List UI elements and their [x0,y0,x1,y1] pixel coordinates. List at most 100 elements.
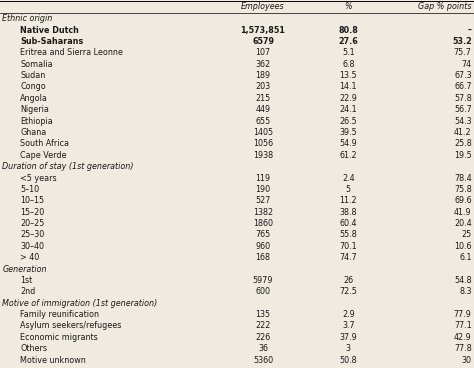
Text: Employees: Employees [241,2,285,11]
Text: 19.5: 19.5 [454,151,472,160]
Text: > 40: > 40 [20,253,40,262]
Text: 203: 203 [255,82,271,92]
Text: Cape Verde: Cape Verde [20,151,67,160]
Text: 24.1: 24.1 [339,105,357,114]
Text: 1938: 1938 [253,151,273,160]
Text: 77.9: 77.9 [454,310,472,319]
Text: 54.3: 54.3 [454,117,472,125]
Text: 13.5: 13.5 [339,71,357,80]
Text: 67.3: 67.3 [454,71,472,80]
Text: 449: 449 [255,105,271,114]
Text: 60.4: 60.4 [340,219,357,228]
Text: 22.9: 22.9 [339,94,357,103]
Text: 74: 74 [462,60,472,69]
Text: South Africa: South Africa [20,139,69,148]
Text: 215: 215 [255,94,271,103]
Text: 1860: 1860 [253,219,273,228]
Text: 1st: 1st [20,276,33,285]
Text: 2.9: 2.9 [342,310,355,319]
Text: 80.8: 80.8 [338,26,358,35]
Text: 5: 5 [346,185,351,194]
Text: 1056: 1056 [253,139,273,148]
Text: 119: 119 [255,174,271,183]
Text: 107: 107 [255,48,271,57]
Text: Ethnic origin: Ethnic origin [2,14,53,23]
Text: 69.6: 69.6 [454,196,472,205]
Text: 362: 362 [255,60,271,69]
Text: Asylum seekers/refugees: Asylum seekers/refugees [20,322,122,330]
Text: 41.2: 41.2 [454,128,472,137]
Text: 55.8: 55.8 [339,230,357,240]
Text: Angola: Angola [20,94,48,103]
Text: 2nd: 2nd [20,287,36,296]
Text: 5360: 5360 [253,355,273,365]
Text: 11.2: 11.2 [339,196,357,205]
Text: 600: 600 [255,287,271,296]
Text: 20–25: 20–25 [20,219,45,228]
Text: 3.7: 3.7 [342,322,355,330]
Text: Nigeria: Nigeria [20,105,49,114]
Text: 14.1: 14.1 [340,82,357,92]
Text: 15–20: 15–20 [20,208,45,217]
Text: Duration of stay (1st generation): Duration of stay (1st generation) [2,162,134,171]
Text: Ethiopia: Ethiopia [20,117,53,125]
Text: 74.7: 74.7 [339,253,357,262]
Text: 10.6: 10.6 [454,242,472,251]
Text: 2.4: 2.4 [342,174,355,183]
Text: 41.9: 41.9 [454,208,472,217]
Text: 1,573,851: 1,573,851 [241,26,285,35]
Text: Somalia: Somalia [20,60,53,69]
Text: 72.5: 72.5 [339,287,357,296]
Text: 42.9: 42.9 [454,333,472,342]
Text: 190: 190 [255,185,271,194]
Text: Sudan: Sudan [20,71,46,80]
Text: 189: 189 [255,71,271,80]
Text: Gap % points: Gap % points [418,2,472,11]
Text: 527: 527 [255,196,271,205]
Text: 168: 168 [255,253,271,262]
Text: 5.1: 5.1 [342,48,355,57]
Text: –: – [468,26,472,35]
Text: Sub-Saharans: Sub-Saharans [20,37,83,46]
Text: 53.2: 53.2 [452,37,472,46]
Text: Motive unknown: Motive unknown [20,355,86,365]
Text: Motive of immigration (1st generation): Motive of immigration (1st generation) [2,299,158,308]
Text: 655: 655 [255,117,271,125]
Text: Family reunification: Family reunification [20,310,100,319]
Text: 10–15: 10–15 [20,196,45,205]
Text: Others: Others [20,344,47,353]
Text: 765: 765 [255,230,271,240]
Text: 20.4: 20.4 [454,219,472,228]
Text: 6.1: 6.1 [459,253,472,262]
Text: 222: 222 [255,322,271,330]
Text: 1405: 1405 [253,128,273,137]
Text: Generation: Generation [2,265,47,273]
Text: 54.8: 54.8 [454,276,472,285]
Text: 5979: 5979 [253,276,273,285]
Text: Eritrea and Sierra Leonne: Eritrea and Sierra Leonne [20,48,123,57]
Text: 50.8: 50.8 [339,355,357,365]
Text: 25: 25 [461,230,472,240]
Text: 3: 3 [346,344,351,353]
Text: 38.8: 38.8 [340,208,357,217]
Text: 27.6: 27.6 [338,37,358,46]
Text: 30–40: 30–40 [20,242,45,251]
Text: 66.7: 66.7 [454,82,472,92]
Text: 36: 36 [258,344,268,353]
Text: 77.8: 77.8 [454,344,472,353]
Text: 75.7: 75.7 [454,48,472,57]
Text: 135: 135 [255,310,271,319]
Text: Ghana: Ghana [20,128,46,137]
Text: 78.4: 78.4 [454,174,472,183]
Text: 26: 26 [343,276,354,285]
Text: 226: 226 [255,333,271,342]
Text: 70.1: 70.1 [339,242,357,251]
Text: 56.7: 56.7 [454,105,472,114]
Text: 57.8: 57.8 [454,94,472,103]
Text: 1382: 1382 [253,208,273,217]
Text: %: % [345,2,352,11]
Text: 61.2: 61.2 [339,151,357,160]
Text: <5 years: <5 years [20,174,57,183]
Text: 960: 960 [255,242,271,251]
Text: Congo: Congo [20,82,46,92]
